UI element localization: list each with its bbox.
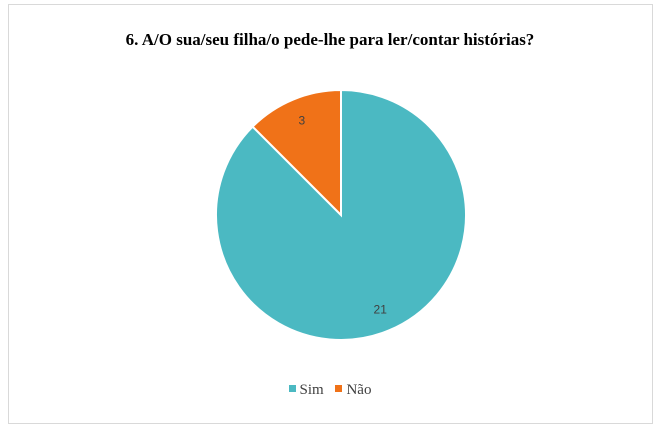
data-label-sim: 21: [374, 303, 388, 317]
legend-item-sim: Sim: [288, 381, 324, 399]
legend-swatch-sim: [288, 385, 296, 392]
chart-title: 6. A/O sua/seu filha/o pede-lhe para ler…: [125, 30, 535, 49]
pie-slices: [215, 88, 467, 341]
pie-labels: 21 3: [298, 113, 387, 316]
data-label-nao: 3: [298, 113, 305, 127]
legend-item-nao: Não: [335, 381, 371, 399]
legend-swatch-nao: [335, 385, 343, 392]
legend-label-sim: Sim: [299, 382, 324, 398]
legend-label-nao: Não: [346, 382, 372, 398]
legend: Sim Não: [0, 381, 660, 399]
pie-slice-nao: [251, 88, 342, 218]
pie-chart: 21 3: [215, 88, 467, 341]
